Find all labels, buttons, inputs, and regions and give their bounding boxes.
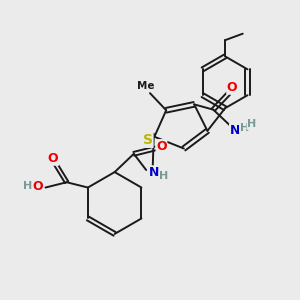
Text: N: N [149, 166, 160, 179]
Text: O: O [227, 81, 238, 94]
Text: O: O [48, 152, 58, 165]
Text: H: H [159, 172, 169, 182]
Text: O: O [156, 140, 167, 153]
Text: H: H [247, 119, 256, 129]
Text: S: S [143, 133, 153, 147]
Text: H: H [240, 123, 249, 133]
Text: H: H [22, 181, 32, 191]
Text: N: N [230, 124, 240, 137]
Text: O: O [32, 180, 43, 193]
Text: Me: Me [137, 81, 154, 91]
